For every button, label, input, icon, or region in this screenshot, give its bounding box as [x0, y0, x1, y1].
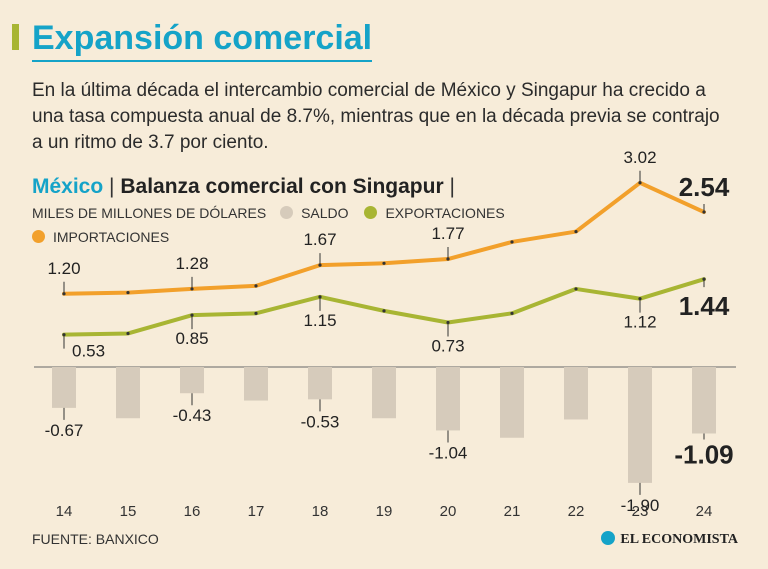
saldo-bar-17 [244, 367, 268, 401]
value-label-exportaciones-14: 0.53 [72, 342, 105, 361]
value-label-importaciones-14: 1.20 [47, 259, 80, 278]
saldo-bar-24 [692, 367, 716, 434]
value-label-exportaciones-23: 1.12 [623, 313, 656, 332]
units-label: MILES DE MILLONES DE DÓLARES [32, 205, 267, 221]
saldo-bar-21 [500, 367, 524, 438]
exportaciones-point-15 [126, 331, 130, 336]
exportaciones-line [62, 277, 706, 337]
exportaciones-swatch-icon [364, 206, 378, 219]
x-tick-22: 22 [568, 503, 585, 520]
exportaciones-point-22 [574, 287, 578, 291]
saldo-bar-19 [372, 367, 396, 419]
brand-name: EL ECONOMISTA [620, 532, 738, 547]
saldo-bar-22 [564, 367, 588, 420]
x-tick-17: 17 [248, 503, 265, 520]
importaciones-point-15 [126, 290, 130, 295]
importaciones-point-17 [254, 284, 258, 288]
x-tick-23: 23 [632, 503, 649, 520]
chart-title: Balanza comercial con Singapur [120, 175, 444, 198]
value-label-importaciones-18: 1.67 [303, 230, 336, 249]
saldo-bar-18 [308, 367, 332, 400]
importaciones-point-21 [510, 240, 514, 244]
x-tick-14: 14 [56, 503, 73, 520]
x-tick-21: 21 [504, 503, 521, 520]
value-label-importaciones-20: 1.77 [431, 224, 464, 243]
x-tick-15: 15 [120, 503, 137, 520]
source-label: FUENTE: BANXICO [32, 531, 159, 547]
x-tick-16: 16 [184, 503, 201, 520]
brand-mark-icon [601, 531, 616, 545]
value-label-exportaciones-20: 0.73 [431, 336, 464, 355]
saldo-bar-16 [180, 367, 204, 394]
value-label-saldo-24: -1.09 [674, 439, 733, 469]
x-tick-20: 20 [440, 503, 457, 520]
value-label-saldo-18: -0.53 [301, 412, 340, 431]
subtitle: En la última década el intercambio comer… [32, 80, 720, 153]
value-label-saldo-16: -0.43 [173, 406, 212, 425]
importaciones-point-19 [382, 261, 386, 265]
legend-item-importaciones: IMPORTACIONES [32, 229, 580, 245]
x-tick-18: 18 [312, 503, 329, 520]
importaciones-swatch-icon [32, 230, 45, 243]
legend: MILES DE MILLONES DE DÓLARES SALDO EXPOR… [32, 205, 592, 245]
legend-exportaciones-label: EXPORTACIONES [385, 205, 505, 221]
value-label-importaciones-24: 2.54 [679, 172, 730, 202]
value-label-saldo-14: -0.67 [45, 421, 84, 440]
legend-item-exportaciones: EXPORTACIONES [364, 205, 505, 221]
page-title: Expansión comercial [32, 18, 373, 62]
value-label-exportaciones-18: 1.15 [303, 311, 336, 330]
importaciones-line [62, 180, 706, 296]
chart-country: México [32, 175, 104, 198]
importaciones-point-22 [574, 229, 578, 234]
saldo-swatch-icon [280, 206, 294, 219]
x-tick-19: 19 [376, 503, 393, 520]
exportaciones-point-21 [510, 311, 514, 315]
value-label-importaciones-16: 1.28 [175, 254, 208, 273]
legend-importaciones-label: IMPORTACIONES [53, 229, 170, 245]
x-tick-24: 24 [696, 503, 713, 520]
saldo-bar-14 [52, 367, 76, 408]
saldo-bar-20 [436, 367, 460, 431]
value-label-saldo-23: -1.90 [621, 496, 660, 515]
value-label-exportaciones-24: 1.44 [679, 291, 730, 321]
saldo-bar-15 [116, 367, 140, 419]
brand-logo: EL ECONOMISTA [601, 531, 738, 548]
chart-separator: | [109, 175, 115, 198]
value-label-saldo-20: -1.04 [429, 443, 468, 462]
value-label-exportaciones-16: 0.85 [175, 329, 208, 348]
legend-item-saldo: SALDO [280, 205, 349, 221]
saldo-bar-23 [628, 367, 652, 483]
legend-saldo-label: SALDO [301, 205, 349, 221]
exportaciones-point-19 [382, 309, 386, 313]
chart-separator-end: | [449, 175, 455, 198]
title-accent-bar [12, 24, 19, 50]
value-label-importaciones-23: 3.02 [623, 148, 656, 167]
chart-header: México | Balanza comercial con Singapur … [32, 175, 455, 199]
exportaciones-point-17 [254, 311, 258, 315]
